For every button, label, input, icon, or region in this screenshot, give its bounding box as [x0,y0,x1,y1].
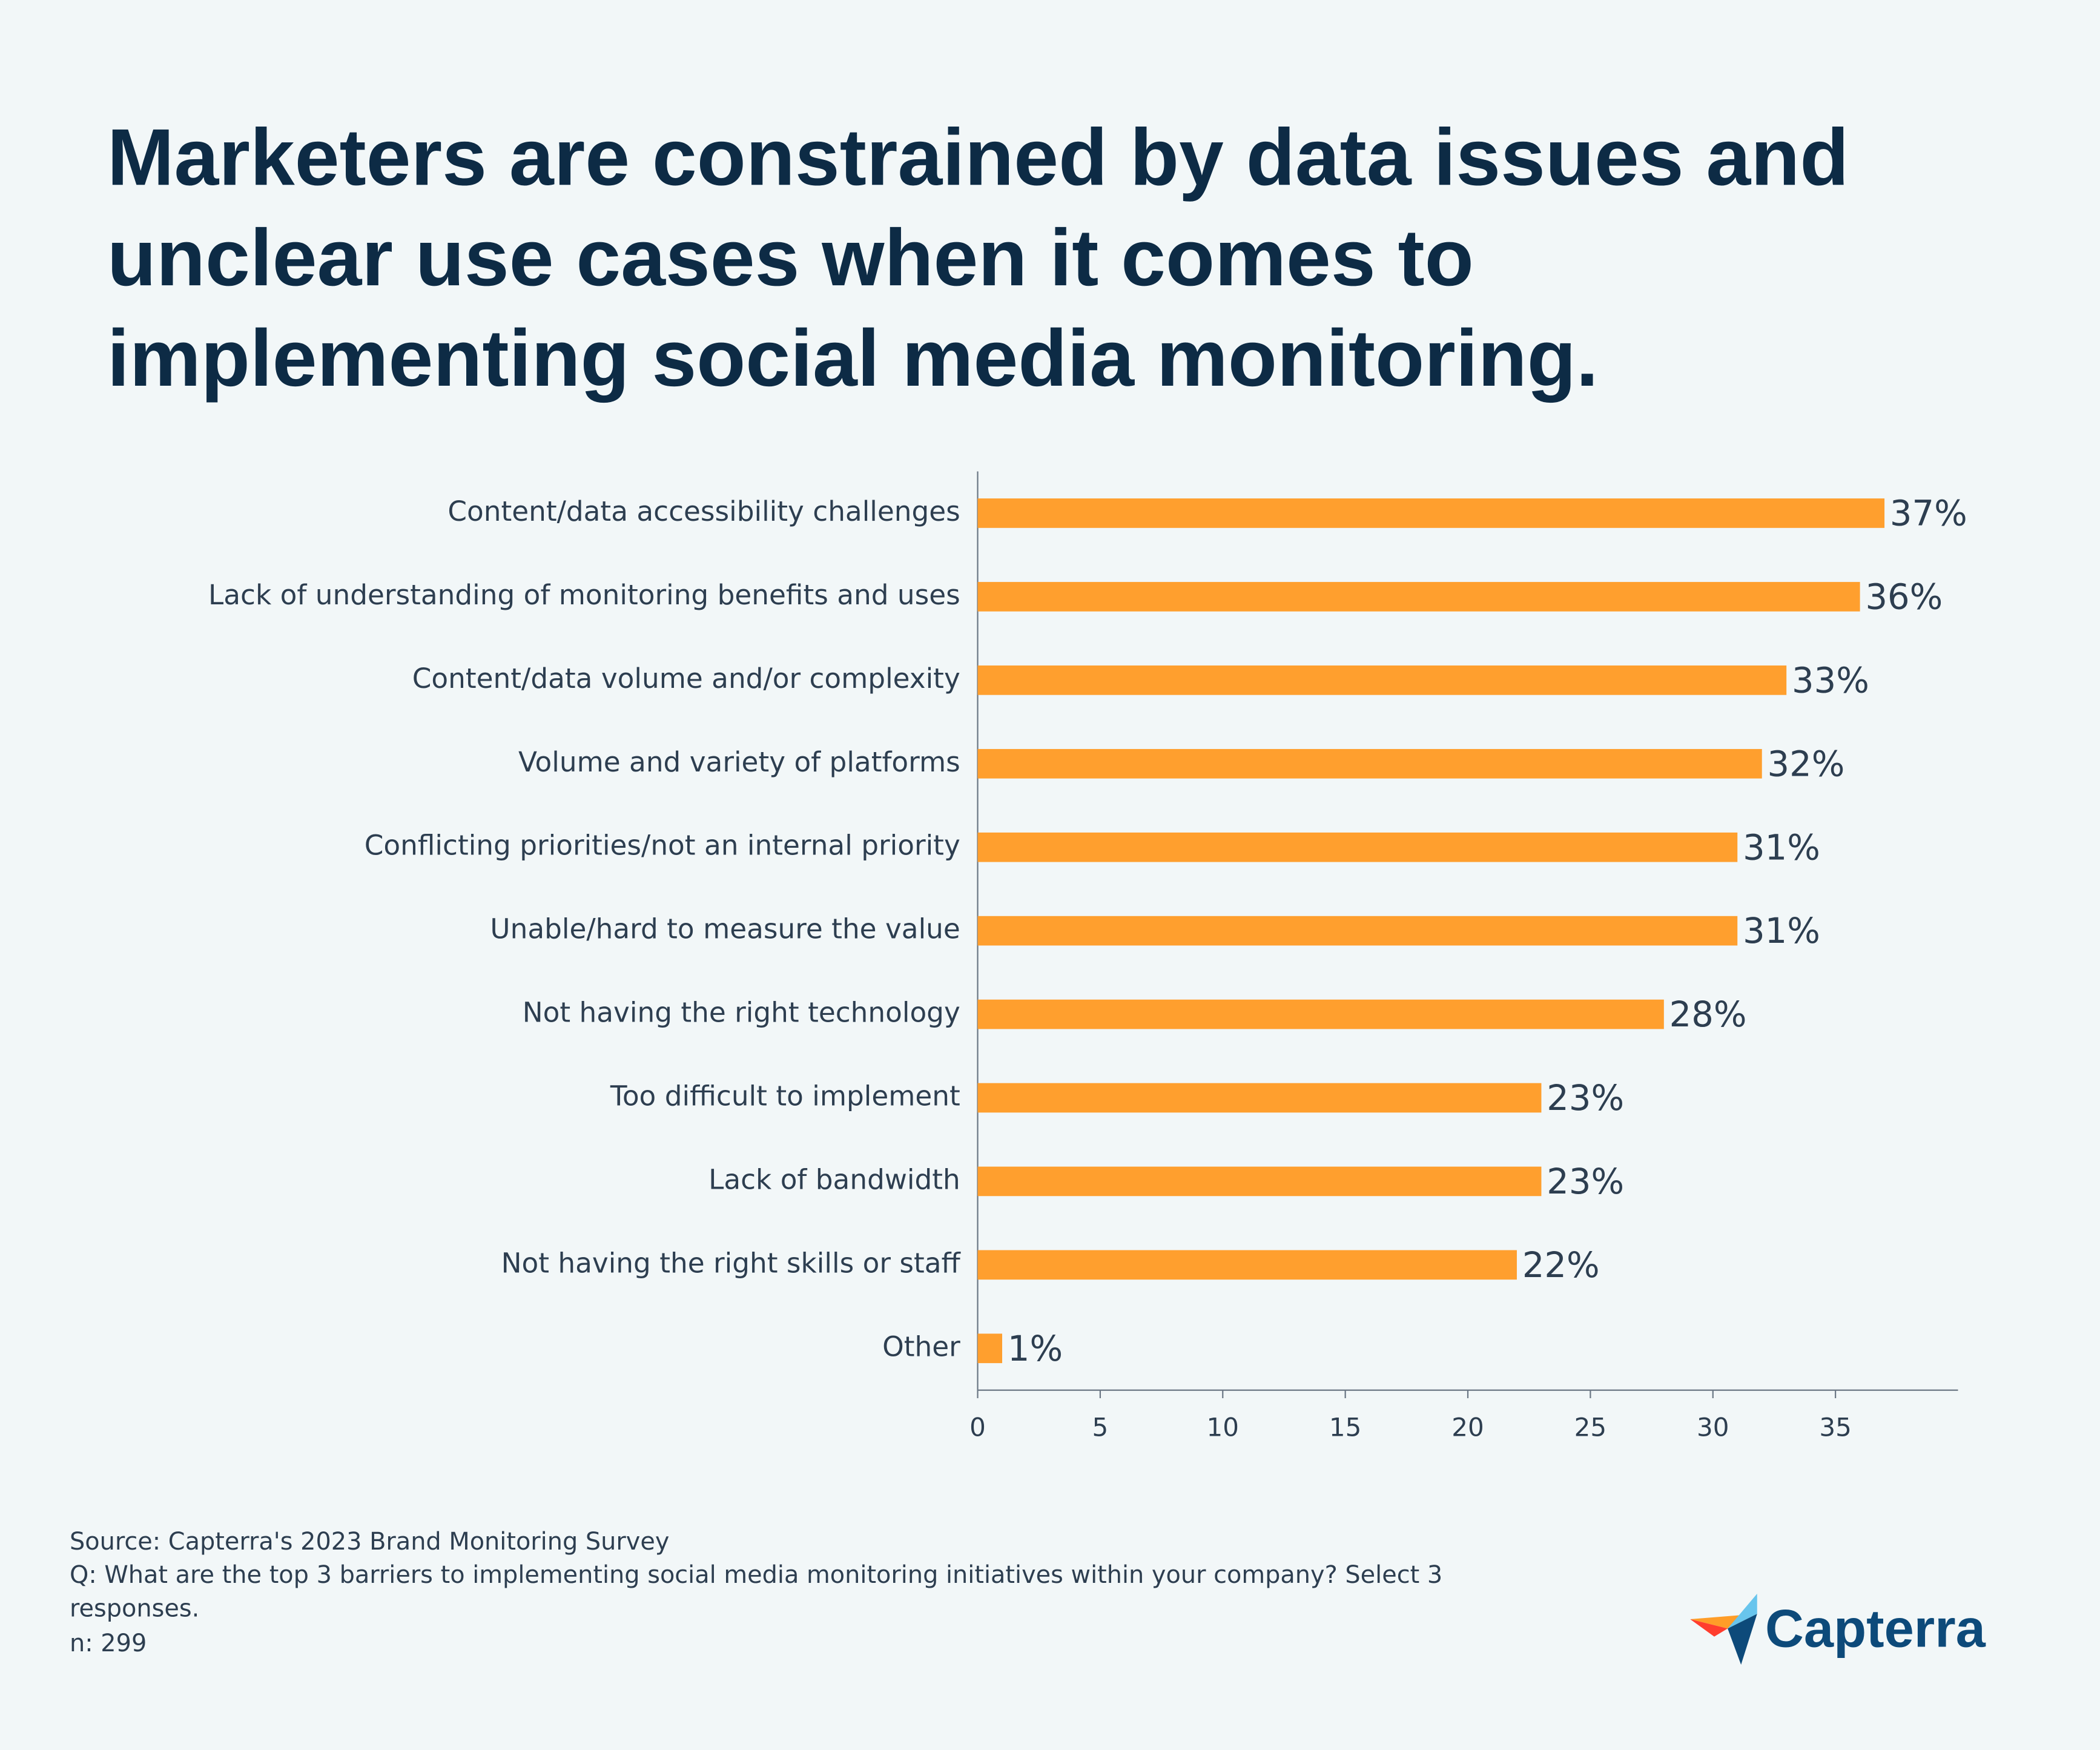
category-label: Lack of bandwidth [708,1163,960,1195]
value-label: 23% [1547,1161,1624,1202]
bar [977,665,1787,695]
category-label: Lack of understanding of monitoring bene… [208,579,960,611]
brand: Capterra [1765,1598,1986,1658]
value-label: 22% [1522,1245,1600,1286]
bar [977,999,1664,1029]
bar [977,498,1885,528]
chart-title: Marketers are constrained by data issues… [107,112,1849,403]
category-label: Too difficult to implement [610,1080,960,1112]
category-label: Volume and variety of platforms [518,746,960,778]
x-tick-label: 0 [969,1412,986,1442]
category-label: Conflicting priorities/not an internal p… [365,830,960,862]
category-label: Not having the right technology [523,997,960,1029]
x-tick-label: 10 [1207,1412,1239,1442]
bar [977,748,1762,779]
value-label: 28% [1669,994,1747,1035]
bar [977,582,1860,612]
category-label: Other [882,1330,960,1362]
sample-size: n: 299 [70,1629,147,1659]
x-tick-label: 25 [1574,1412,1606,1442]
category-label: Unable/hard to measure the value [490,913,960,945]
bar [977,1083,1542,1113]
question: Q: What are the top 3 barriers to implem… [70,1561,1443,1623]
category-label: Content/data volume and/or complexity [412,662,960,695]
x-tick-label: 15 [1329,1412,1361,1442]
x-tick-label: 35 [1819,1412,1851,1442]
bar [977,1333,1003,1364]
source: Source: Capterra's 2023 Brand Monitoring… [70,1528,670,1556]
x-tick-label: 30 [1697,1412,1729,1442]
x-tick-label: 5 [1092,1412,1109,1442]
x-tick-label: 20 [1451,1412,1484,1442]
logo-icon [1690,1593,1757,1665]
category-label: Not having the right skills or staff [501,1247,962,1279]
value-label: 31% [1743,827,1820,868]
bar [977,1250,1517,1280]
value-label: 31% [1743,911,1820,951]
value-label: 36% [1865,576,1943,617]
bar [977,916,1738,946]
value-label: 37% [1890,494,1967,534]
value-label: 23% [1547,1078,1624,1118]
category-label: Content/data accessibility challenges [447,495,960,527]
value-label: 32% [1768,744,1845,784]
bar [977,1166,1542,1197]
value-label: 1% [1008,1329,1063,1369]
value-label: 33% [1792,660,1869,701]
bar [977,832,1738,862]
